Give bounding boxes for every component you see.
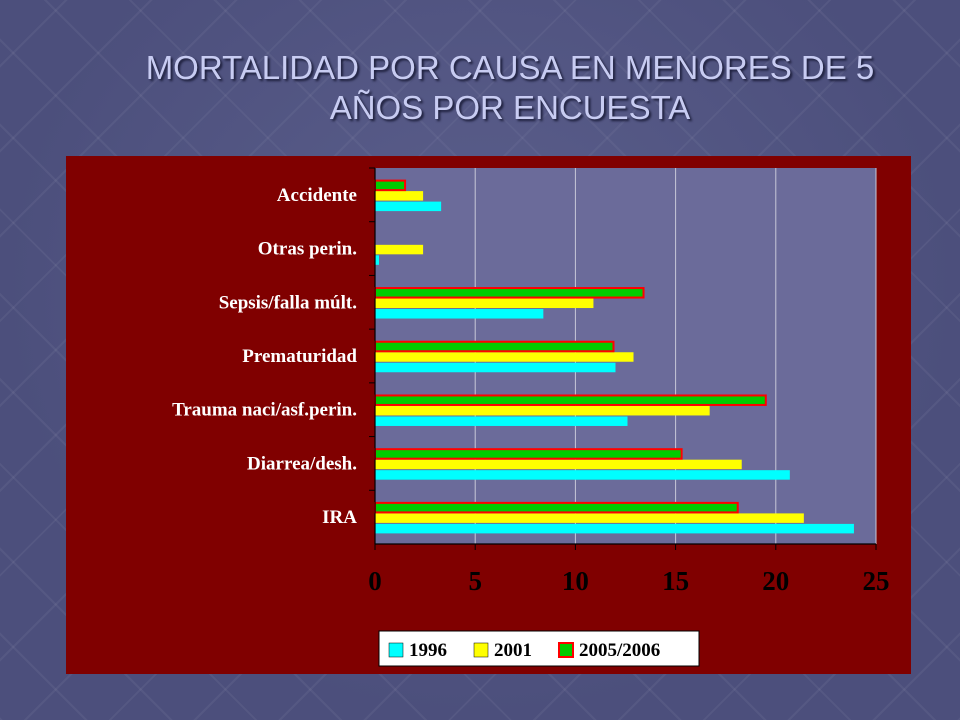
category-label: Prematuridad [242, 346, 357, 367]
legend-swatch-2001 [473, 642, 489, 658]
bar-2005-2006-5 [374, 448, 683, 460]
category-label: Trauma naci/asf.perin. [172, 400, 357, 421]
bar-1996-5 [375, 470, 790, 480]
slide-title-line-1: MORTALIDAD POR CAUSA EN MENORES DE 5 [145, 49, 875, 86]
category-label: Accidente [277, 185, 357, 206]
bar-2001-0 [375, 191, 424, 201]
category-label: Sepsis/falla múlt. [219, 292, 357, 313]
legend-label-2005-2006: 2005/2006 [579, 640, 660, 661]
tick-labels: 0 5 10 15 20 25 [368, 566, 889, 596]
slide-title-line-2: AÑOS POR ENCUESTA [329, 89, 691, 126]
bar-1996-2 [375, 309, 544, 319]
category-label: IRA [322, 507, 357, 528]
bar-2001-1 [375, 244, 424, 255]
bar-2001-5 [375, 459, 742, 470]
x-tick-label: 0 [368, 566, 382, 596]
bar-2001-6 [375, 513, 804, 523]
bar-2001-3 [375, 352, 634, 362]
bar-2001-4 [375, 405, 710, 416]
x-tick-label: 20 [762, 566, 789, 596]
legend-swatch-2005-2006 [558, 642, 574, 658]
x-tick-label: 25 [863, 566, 890, 596]
bar-1996-3 [375, 362, 616, 373]
bar-1996-0 [375, 201, 442, 212]
bar-2005-2006-3 [374, 340, 615, 353]
legend-label-2001: 2001 [494, 640, 532, 661]
bar-2005-2006-6 [374, 501, 739, 514]
legend-swatch-1996 [388, 642, 404, 658]
bar-1996-1 [375, 255, 380, 265]
category-labels: Accidente Otras perin. Sepsis/falla múlt. P… [172, 185, 357, 528]
legend-box [378, 630, 700, 667]
x-tick-label: 10 [562, 566, 589, 596]
bar-2005-2006-2 [374, 287, 645, 299]
bar-1996-4 [375, 416, 628, 426]
category-label: Diarrea/desh. [247, 453, 357, 474]
bar-1996-6 [375, 523, 854, 534]
bars [374, 179, 854, 534]
bar-chart: Accidente Otras perin. Sepsis/falla múlt. P… [172, 167, 890, 667]
category-label: Otras perin. [258, 239, 357, 260]
bar-2005-2006-0 [374, 179, 407, 192]
x-tick-label: 15 [662, 566, 689, 596]
bar-2001-2 [375, 298, 594, 309]
legend-label-1996: 1996 [409, 640, 447, 661]
x-tick-label: 5 [468, 566, 482, 596]
bar-2005-2006-4 [374, 394, 767, 406]
axes [369, 167, 877, 550]
chart-area: Accidente Otras perin. Sepsis/falla múlt. P… [66, 156, 911, 674]
slide-title: MORTALIDAD POR CAUSA EN MENORES DE 5 AÑO… [60, 48, 960, 128]
legend: 1996 2001 2005/2006 [378, 630, 700, 667]
